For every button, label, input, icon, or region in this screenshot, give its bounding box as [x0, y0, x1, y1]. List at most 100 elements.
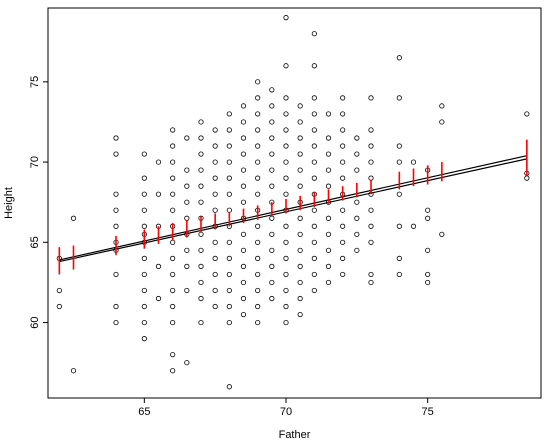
data-point	[297, 135, 303, 141]
data-point	[240, 103, 247, 109]
data-point	[425, 279, 431, 286]
data-point	[113, 271, 119, 278]
data-point	[311, 159, 317, 165]
data-point	[198, 135, 204, 141]
data-point	[354, 167, 360, 173]
data-point	[396, 255, 402, 261]
data-point	[255, 111, 261, 117]
data-point	[311, 143, 317, 149]
data-point	[368, 223, 374, 229]
data-point	[297, 263, 303, 269]
data-point	[283, 303, 289, 310]
data-point	[170, 143, 176, 149]
data-point	[240, 263, 247, 269]
data-point	[396, 95, 402, 101]
data-point	[297, 231, 303, 237]
x-axis: 65 70 75	[138, 398, 434, 418]
data-point	[70, 368, 77, 374]
data-point	[212, 127, 218, 133]
data-point	[113, 319, 119, 326]
data-point	[269, 279, 275, 286]
data-point	[325, 135, 332, 141]
data-point	[255, 175, 261, 181]
data-point	[240, 311, 247, 318]
data-point	[311, 111, 317, 117]
data-point	[340, 255, 346, 261]
data-point	[325, 167, 332, 173]
plot-frame	[47, 7, 542, 399]
data-point	[439, 103, 445, 109]
data-point	[368, 239, 374, 245]
data-point	[240, 199, 247, 205]
data-point	[368, 143, 374, 149]
data-point	[269, 103, 275, 109]
data-point	[297, 167, 303, 173]
data-point	[141, 207, 147, 213]
data-point	[113, 223, 119, 229]
data-point	[340, 95, 346, 101]
data-point	[325, 183, 332, 189]
data-point	[170, 287, 176, 294]
data-point	[184, 135, 190, 141]
data-point	[269, 183, 275, 189]
data-point	[212, 207, 218, 213]
data-point	[396, 55, 402, 61]
data-point	[340, 143, 346, 149]
data-point	[283, 143, 289, 149]
data-point	[368, 159, 374, 165]
data-point	[170, 271, 176, 278]
data-point	[226, 143, 232, 149]
data-point	[325, 231, 332, 237]
data-point	[184, 167, 190, 173]
data-point	[226, 303, 232, 310]
data-point	[340, 239, 346, 245]
data-point	[297, 295, 303, 302]
data-point	[141, 319, 147, 326]
data-point	[340, 111, 346, 117]
data-point	[226, 111, 232, 117]
data-point	[226, 239, 232, 245]
data-point	[226, 159, 232, 165]
x-tick-label: 70	[280, 406, 292, 418]
data-point	[255, 95, 261, 101]
data-point	[113, 135, 119, 141]
data-point	[340, 271, 346, 278]
data-point	[170, 255, 176, 261]
data-point	[226, 384, 232, 390]
data-point	[283, 271, 289, 278]
data-point	[269, 167, 275, 173]
data-point	[297, 119, 303, 125]
data-point	[198, 247, 204, 253]
x-tick-label: 65	[138, 406, 150, 418]
data-point	[240, 151, 247, 157]
data-point	[283, 15, 289, 21]
data-point	[141, 287, 147, 294]
data-point	[240, 167, 247, 173]
fit-lines	[59, 155, 527, 263]
data-point	[255, 287, 261, 294]
data-point	[255, 143, 261, 149]
data-point	[311, 239, 317, 245]
data-point	[340, 207, 346, 213]
data-point	[255, 319, 261, 326]
data-point	[340, 159, 346, 165]
data-point	[283, 191, 289, 197]
data-point	[368, 207, 374, 213]
data-point	[283, 175, 289, 181]
data-point	[269, 295, 275, 302]
data-point	[368, 127, 374, 133]
data-point	[297, 279, 303, 286]
data-point	[240, 295, 247, 302]
data-point	[311, 271, 317, 278]
data-point	[155, 159, 162, 165]
data-point	[439, 119, 445, 125]
data-point	[354, 215, 360, 221]
data-point	[113, 151, 119, 157]
data-point	[226, 175, 232, 181]
data-point	[354, 231, 360, 237]
data-point	[255, 191, 261, 197]
data-point	[311, 95, 317, 101]
data-point	[425, 247, 431, 253]
data-point	[283, 95, 289, 101]
